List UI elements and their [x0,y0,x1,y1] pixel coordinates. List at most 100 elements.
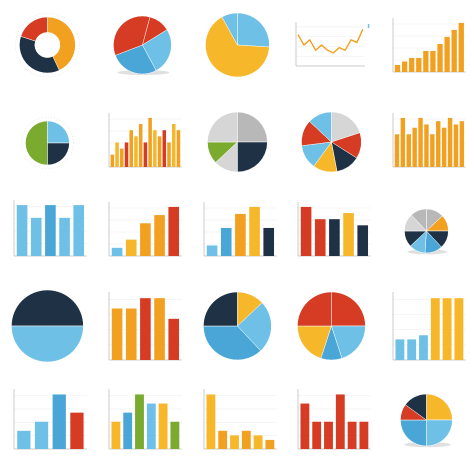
bar [241,431,251,450]
chart-axes [108,389,182,450]
bar [115,142,119,167]
bar [206,245,217,256]
bar [324,421,334,450]
bar [129,129,133,167]
bar [248,206,260,256]
bar [30,217,42,256]
bar-chart [13,389,87,450]
bar [406,134,412,167]
bar [357,224,369,256]
bar [451,29,458,72]
legend-swatch [368,23,370,28]
bar [300,403,310,450]
bar [454,298,464,361]
chart-tile [379,0,474,95]
line-chart [296,21,370,67]
bar [444,36,450,72]
pie-chart [297,292,367,361]
pie-chart [204,12,270,78]
chart-tile [0,95,95,190]
bar [146,403,156,450]
bar [343,212,355,256]
bar [170,421,180,450]
bar [436,120,441,167]
bar [359,421,369,450]
bar [402,61,408,72]
pie-slice [11,290,84,327]
bar-chart [108,389,182,450]
bar [336,394,346,450]
bar [34,421,49,450]
bar [123,412,132,450]
pie-callout-ring [15,12,80,78]
pie-chart [11,290,84,363]
pie-slice [331,326,367,360]
bar [162,129,166,167]
bar [448,117,453,167]
pie-slice [25,120,48,166]
bar [431,298,440,361]
bar [111,421,121,450]
pie-slice [236,141,268,173]
bar-chart [298,201,372,256]
chart-tile [284,0,379,95]
pie-slice [206,111,238,143]
bar [419,335,429,361]
pie-slice [236,302,272,352]
bar-chart [108,201,182,256]
bar [138,123,143,167]
chart-tile [284,379,379,474]
bar [395,339,405,361]
pie-slice [202,292,238,327]
pie-slice [47,142,70,166]
bar [301,206,312,256]
chart-tile [0,0,95,95]
chart-tile [379,379,474,474]
chart-tile [0,190,95,285]
bar [139,298,151,361]
bar [407,339,417,361]
bar [395,64,401,72]
chart-tile [284,190,379,285]
bar [458,22,465,72]
chart-axes [296,21,366,67]
chart-axes [392,292,466,361]
pie-slice [405,393,427,421]
bar [442,127,447,167]
chart-tile [95,0,190,95]
pie-slice [236,12,270,48]
pie-slice [11,326,84,363]
pie-slice [202,326,261,361]
bar [459,120,465,167]
chart-tile [95,284,190,379]
pie-chart [21,116,74,169]
chart-tile [0,284,95,379]
bar [168,319,179,361]
bar [312,421,322,450]
bar [139,222,151,256]
bar [73,204,85,256]
pie-slice [204,16,270,78]
pie-slice [47,120,70,144]
bar [154,214,165,256]
pie-chart [404,208,449,254]
bar [220,227,232,256]
pie-chart [15,12,80,78]
bar [394,134,400,167]
bar [400,117,406,167]
pie-chart [400,393,453,448]
chart-tile [379,95,474,190]
bar [412,127,418,167]
bar-chart [392,17,466,73]
bar [111,308,123,361]
pie-slice [141,29,172,71]
bar [125,239,137,256]
bar [430,134,435,167]
chart-tile [379,190,474,285]
bar [134,394,144,450]
chart-tile [190,0,285,95]
chart-tile [190,379,285,474]
bar-chart [108,292,182,361]
pie-slice [297,326,333,360]
